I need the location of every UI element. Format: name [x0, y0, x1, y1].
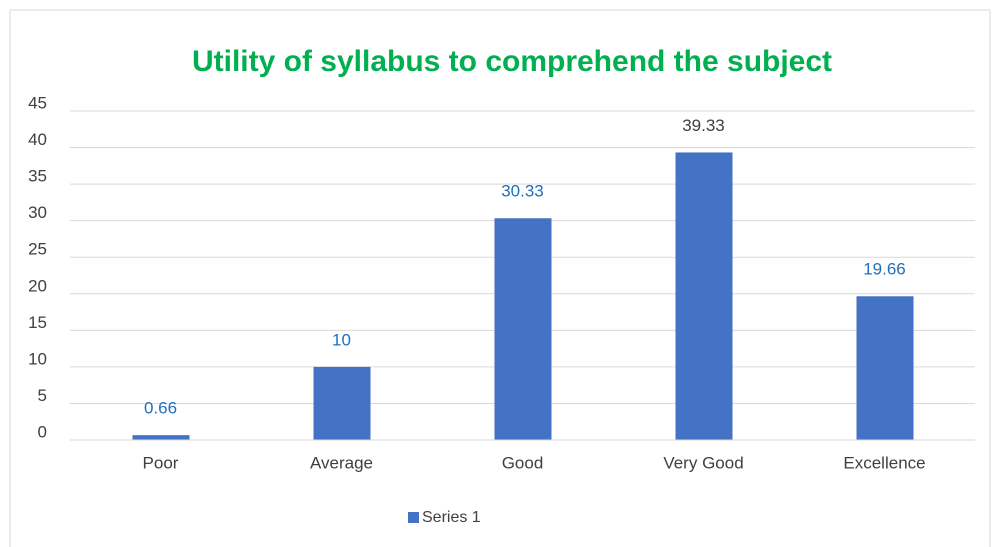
bar	[675, 152, 733, 441]
data-label: 10	[332, 330, 351, 349]
y-tick-label: 10	[28, 349, 47, 368]
data-label: 19.66	[863, 260, 906, 279]
legend-label: Series 1	[422, 509, 481, 526]
y-tick-label: 35	[28, 167, 47, 186]
bar	[132, 435, 190, 440]
bar	[494, 218, 552, 440]
y-tick-label: 15	[28, 313, 47, 332]
x-tick-label: Good	[502, 453, 544, 472]
x-tick-label: Excellence	[843, 453, 925, 472]
y-tick-label: 30	[28, 203, 47, 222]
bar	[313, 366, 371, 440]
y-tick-label: 40	[28, 130, 47, 149]
data-label: 39.33	[682, 116, 725, 135]
bar	[856, 296, 914, 440]
data-label: 30.33	[501, 182, 544, 201]
x-tick-label: Very Good	[663, 453, 743, 472]
y-tick-label: 45	[28, 93, 47, 112]
y-tick-label: 0	[38, 422, 47, 441]
legend-swatch	[408, 512, 419, 523]
y-tick-label: 5	[38, 386, 47, 405]
y-tick-label: 20	[28, 276, 47, 295]
x-tick-label: Poor	[143, 453, 179, 472]
y-tick-label: 25	[28, 240, 47, 259]
data-label: 0.66	[144, 399, 177, 418]
chart-title: Utility of syllabus to comprehend the su…	[192, 45, 832, 78]
x-tick-label: Average	[310, 453, 373, 472]
